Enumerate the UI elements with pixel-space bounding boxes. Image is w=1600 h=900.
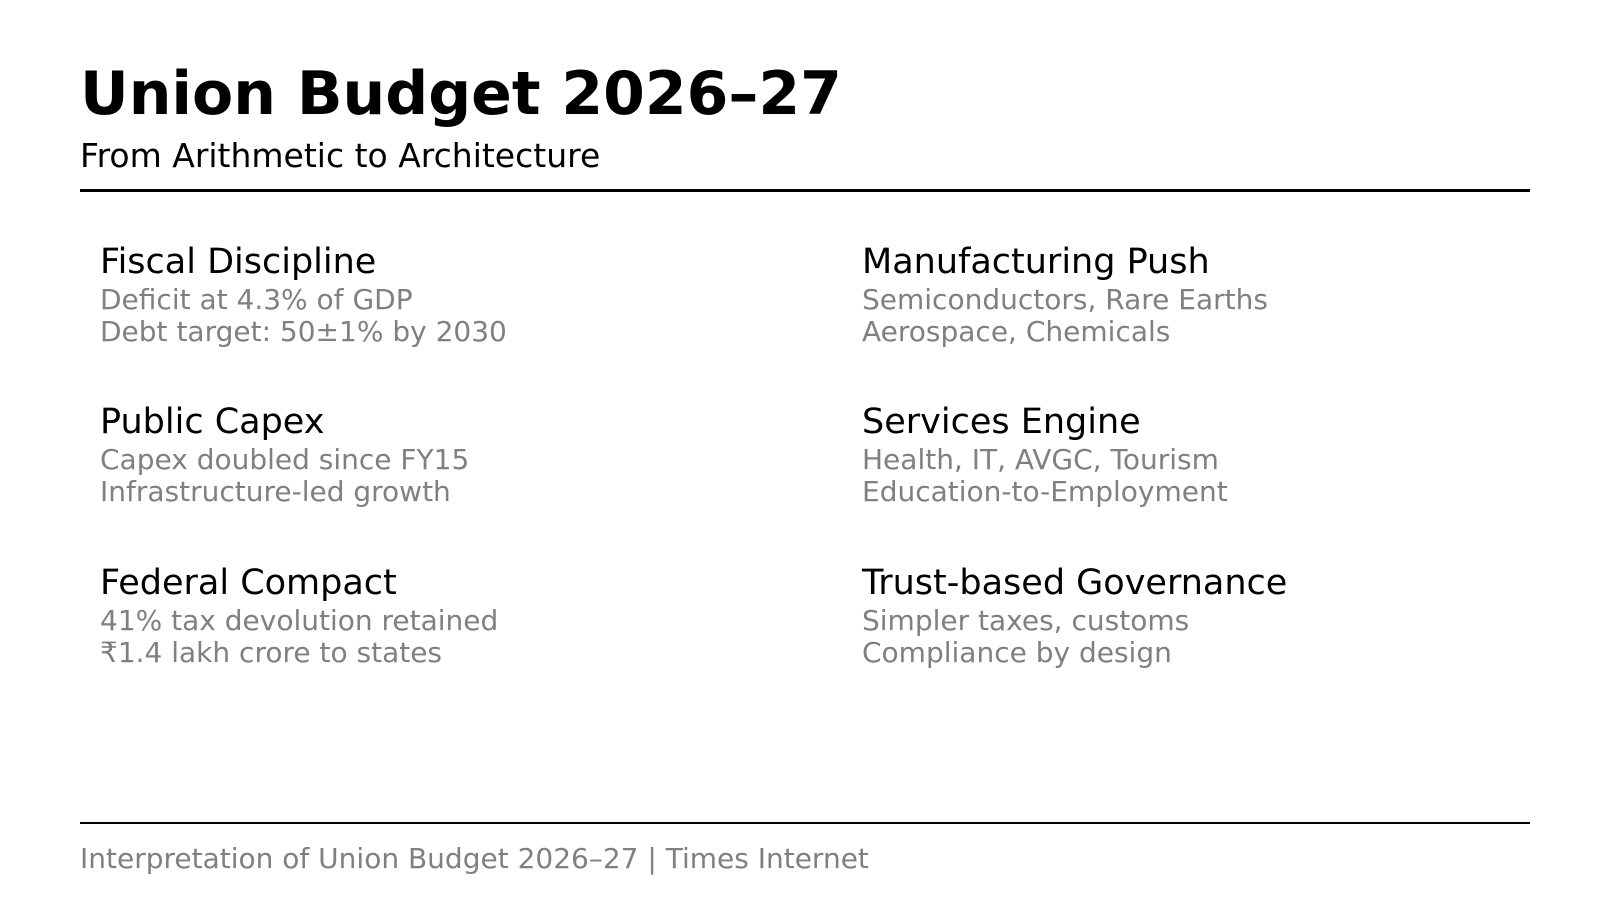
card-heading: Services Engine — [862, 402, 1141, 442]
card-heading: Fiscal Discipline — [100, 242, 377, 282]
page-subtitle: From Arithmetic to Architecture — [80, 136, 601, 175]
card-heading: Public Capex — [100, 402, 325, 442]
card-trust-based-governance: Trust-based Governance Simpler taxes, cu… — [862, 563, 1542, 669]
card-heading: Trust-based Governance — [862, 563, 1288, 603]
footer-divider — [80, 822, 1530, 824]
card-federal-compact: Federal Compact 41% tax devolution retai… — [100, 563, 780, 669]
card-public-capex: Public Capex Capex doubled since FY15 In… — [100, 402, 780, 508]
page-title: Union Budget 2026–27 — [80, 59, 842, 129]
card-line: Health, IT, AVGC, Tourism — [862, 443, 1219, 476]
card-line: Semiconductors, Rare Earths — [862, 283, 1268, 316]
header-divider — [80, 189, 1530, 192]
card-line: 41% tax devolution retained — [100, 604, 499, 637]
card-services-engine: Services Engine Health, IT, AVGC, Touris… — [862, 402, 1542, 508]
card-line: Simpler taxes, customs — [862, 604, 1190, 637]
card-line: Compliance by design — [862, 636, 1172, 669]
card-fiscal-discipline: Fiscal Discipline Deficit at 4.3% of GDP… — [100, 242, 780, 348]
card-line: Deficit at 4.3% of GDP — [100, 283, 413, 316]
card-line: Education-to-Employment — [862, 475, 1228, 508]
card-line: Aerospace, Chemicals — [862, 315, 1171, 348]
card-line: ₹1.4 lakh crore to states — [100, 636, 443, 669]
card-manufacturing-push: Manufacturing Push Semiconductors, Rare … — [862, 242, 1542, 348]
card-line: Infrastructure-led growth — [100, 475, 451, 508]
card-line: Capex doubled since FY15 — [100, 443, 470, 476]
card-line: Debt target: 50±1% by 2030 — [100, 315, 507, 348]
card-heading: Manufacturing Push — [862, 242, 1210, 282]
footer-text: Interpretation of Union Budget 2026–27 |… — [80, 842, 869, 875]
card-heading: Federal Compact — [100, 563, 397, 603]
